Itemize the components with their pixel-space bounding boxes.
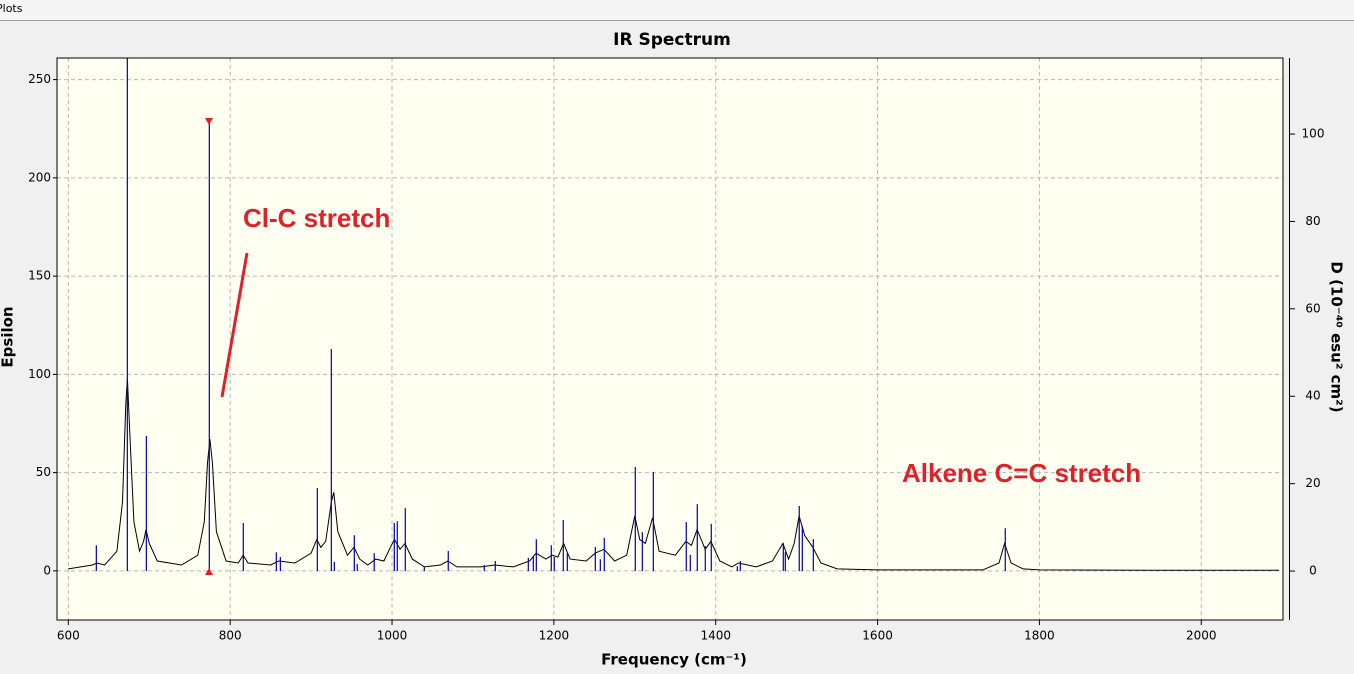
y-tick-label: 150 [28, 269, 51, 283]
annotation: Cl-C stretch [243, 203, 390, 233]
y2-tick-label: 60 [1305, 301, 1320, 315]
y-axis-label: Epsilon [0, 306, 17, 367]
selection-marker [205, 118, 213, 125]
axes: 600 800 1000 1200 1400 1600 1800 20000501001502… [28, 72, 1324, 642]
x-tick-label: 1000 [377, 629, 408, 643]
x-axis-label: Frequency (cm⁻¹) [601, 651, 747, 669]
y-tick-label: 200 [28, 170, 51, 184]
y2-axis-label: D (10⁻⁴⁰ esu² cm²) [1328, 261, 1346, 412]
y2-tick-label: 40 [1305, 389, 1320, 403]
y-tick-label: 0 [43, 563, 51, 577]
window-title: Plots [0, 2, 23, 15]
y2-tick-label: 80 [1305, 214, 1320, 228]
annotation-arrow [220, 252, 249, 398]
y-tick-label: 100 [28, 367, 51, 381]
x-tick-label: 800 [219, 629, 242, 643]
x-tick-label: 600 [57, 629, 80, 643]
grid [57, 58, 1283, 620]
chart-title: IR Spectrum [613, 30, 731, 50]
y2-tick-label: 20 [1305, 476, 1320, 490]
y-tick-label: 50 [36, 465, 51, 479]
y2-tick-label: 0 [1309, 564, 1317, 578]
x-tick-label: 1200 [539, 629, 570, 643]
selection-marker [205, 568, 213, 575]
x-tick-label: 1400 [700, 629, 731, 643]
x-tick-label: 1800 [1024, 629, 1055, 643]
y2-tick-label: 100 [1302, 127, 1325, 141]
tab-bar [0, 0, 1354, 20]
plot-area [57, 58, 1283, 620]
x-tick-label: 1600 [862, 629, 893, 643]
data-layer [68, 58, 1279, 572]
x-tick-label: 2000 [1186, 629, 1217, 643]
y-tick-label: 250 [28, 72, 51, 86]
plot-border [56, 57, 1284, 621]
annotation: Alkene C=C stretch [902, 458, 1141, 488]
